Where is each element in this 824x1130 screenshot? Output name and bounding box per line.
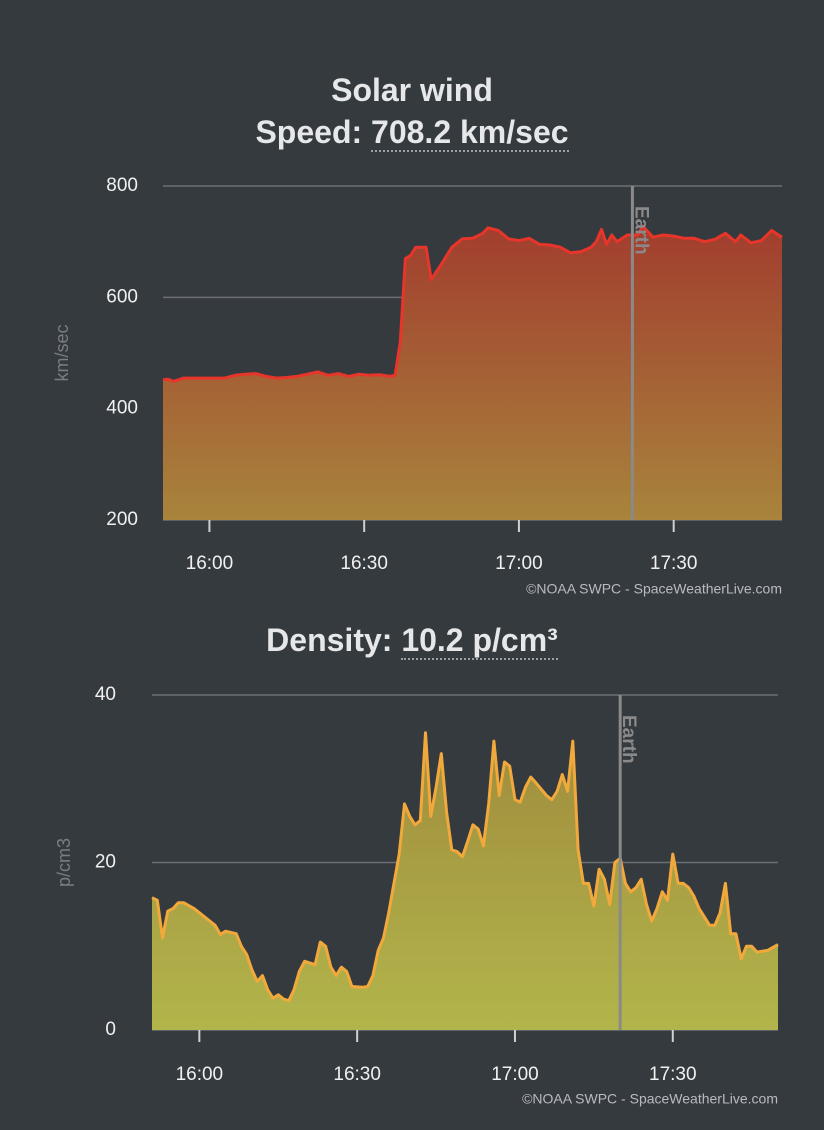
x-tick-label: 16:30 — [333, 1064, 381, 1085]
y-tick-label: 200 — [106, 509, 138, 530]
density-header: Density: 10.2 p/cm³ — [0, 620, 824, 660]
x-tick-label: 17:00 — [495, 553, 543, 574]
area — [163, 226, 782, 520]
earth-label: Earth — [630, 206, 651, 255]
header-value: 708.2 km/sec — [371, 114, 569, 152]
header-value: 10.2 p/cm³ — [401, 622, 558, 660]
y-tick-label: 400 — [106, 398, 138, 419]
y-axis-label: km/sec — [52, 324, 72, 381]
header-label: Speed: — [255, 114, 363, 150]
y-axis-label: p/cm3 — [54, 838, 74, 887]
source: ©NOAA SWPC - SpaceWeatherLive.com — [526, 581, 782, 597]
line — [151, 731, 779, 1003]
x-tick-label: 17:30 — [649, 1064, 697, 1085]
x-tick-label: 16:30 — [340, 553, 388, 574]
earth-label: Earth — [618, 715, 639, 764]
header-label: Density: — [266, 622, 393, 658]
speed-header: Speed: 708.2 km/sec — [0, 112, 824, 152]
x-tick-label: 17:00 — [491, 1064, 539, 1085]
source: ©NOAA SWPC - SpaceWeatherLive.com — [522, 1091, 778, 1107]
x-tick-label: 16:00 — [186, 553, 234, 574]
line — [162, 224, 783, 383]
area — [152, 732, 778, 1030]
y-tick-label: 40 — [95, 684, 116, 705]
y-tick-label: 0 — [105, 1019, 116, 1040]
y-tick-label: 600 — [106, 286, 138, 307]
x-tick-label: 17:30 — [650, 553, 698, 574]
chart-title: Solar wind — [331, 72, 493, 108]
y-tick-label: 800 — [106, 175, 138, 196]
y-tick-label: 20 — [95, 852, 116, 873]
x-tick-label: 16:00 — [176, 1064, 224, 1085]
